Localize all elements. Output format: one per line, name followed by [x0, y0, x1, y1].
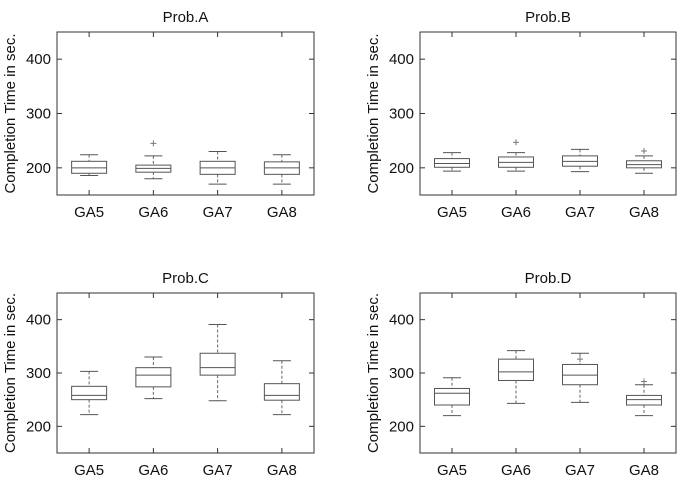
y-tick-label: 300: [389, 106, 414, 123]
y-axis-label: Completion Time in sec.: [2, 293, 19, 453]
y-tick-label: 200: [389, 418, 414, 435]
iqr-box: [135, 367, 172, 388]
chart-panel-3: Prob.C Completion Time in sec. 200 300 400 GA…: [2, 270, 315, 479]
iqr-box: [498, 358, 534, 381]
chart-title: Prob.A: [163, 9, 209, 26]
y-tick-label: 400: [389, 312, 414, 329]
plot-frame: [56, 292, 315, 454]
x-tick-label: GA8: [629, 462, 659, 479]
box-ga5: [434, 377, 470, 417]
x-tick-label: GA8: [267, 204, 297, 221]
chart-panel-4: Prob.D Completion Time in sec. 200 300 400 GA…: [365, 270, 677, 479]
x-tick-label: GA6: [138, 204, 168, 221]
y-tick-label: 300: [26, 365, 51, 382]
y-tick-label: 200: [389, 160, 414, 177]
box-ga8: [263, 154, 300, 185]
y-tick-label: 400: [389, 51, 414, 68]
iqr-box: [71, 385, 108, 401]
box-ga5: [71, 370, 108, 416]
outlier-marker: [513, 139, 519, 146]
x-tick-label: GA5: [437, 204, 467, 221]
box-ga7: [199, 151, 236, 185]
y-axis-label: Completion Time in sec.: [365, 293, 382, 453]
x-tick-label: GA7: [203, 204, 233, 221]
x-tick-label: GA5: [74, 204, 104, 221]
chart-panel-2: Prob.B Completion Time in sec. 200 300 400 GA…: [365, 9, 677, 221]
chart-title: Prob.C: [162, 270, 209, 287]
box-ga8: [626, 378, 662, 417]
box-ga5: [434, 152, 470, 172]
box-ga5: [71, 154, 108, 176]
plot-frame: [419, 31, 677, 196]
chart-title: Prob.B: [525, 9, 571, 26]
y-tick-label: 400: [26, 312, 51, 329]
x-tick-label: GA6: [501, 462, 531, 479]
y-axis-label: Completion Time in sec.: [2, 33, 19, 193]
x-tick-label: GA8: [629, 204, 659, 221]
outlier-marker: [150, 140, 157, 147]
outlier-marker: [641, 378, 647, 385]
x-tick-label: GA7: [565, 204, 595, 221]
box-ga8: [263, 360, 300, 416]
y-tick-label: 300: [26, 106, 51, 123]
y-tick-label: 400: [26, 51, 51, 68]
box-ga6: [498, 350, 534, 404]
iqr-box: [434, 387, 470, 406]
box-ga7: [199, 323, 236, 402]
y-tick-label: 200: [26, 160, 51, 177]
iqr-box: [71, 160, 108, 174]
box-ga6: [498, 139, 534, 172]
y-tick-label: 200: [26, 418, 51, 435]
iqr-box: [562, 363, 598, 386]
iqr-box: [199, 352, 236, 376]
x-tick-label: GA6: [138, 462, 168, 479]
chart-panel-1: Prob.A Completion Time in sec. 200 300 400 GA…: [2, 9, 315, 221]
box-ga8: [626, 147, 662, 174]
iqr-box: [626, 394, 662, 406]
y-tick-label: 300: [389, 365, 414, 382]
chart-title: Prob.D: [525, 270, 572, 287]
x-tick-label: GA8: [267, 462, 297, 479]
outlier-marker: [641, 147, 647, 154]
x-tick-label: GA6: [501, 204, 531, 221]
box-ga6: [135, 356, 172, 400]
box-ga7: [562, 148, 598, 173]
y-axis-label: Completion Time in sec.: [365, 33, 382, 193]
outlier-marker: [577, 356, 583, 363]
x-tick-label: GA7: [565, 462, 595, 479]
x-tick-label: GA7: [203, 462, 233, 479]
box-ga6: [135, 140, 172, 180]
box-ga7: [562, 352, 598, 403]
plot-frame: [419, 292, 677, 454]
x-tick-label: GA5: [74, 462, 104, 479]
x-tick-label: GA5: [437, 462, 467, 479]
iqr-box: [263, 383, 300, 401]
iqr-box: [434, 158, 470, 168]
